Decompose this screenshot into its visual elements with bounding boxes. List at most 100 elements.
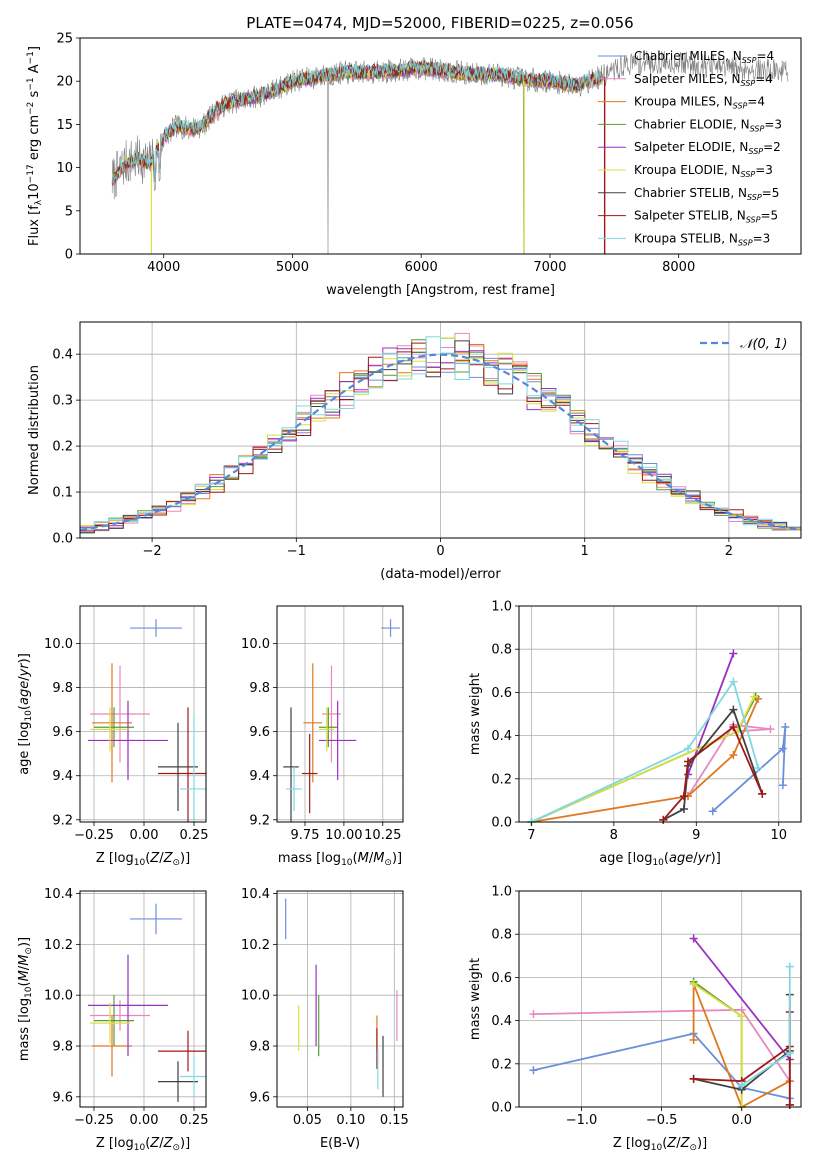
mass-vs-z-x-label-part: ⊙ bbox=[172, 1143, 180, 1153]
spectrum-y-label-part: −17 bbox=[26, 164, 36, 183]
y-tick-label: 0 bbox=[65, 248, 73, 263]
x-tick-label: −0.25 bbox=[74, 1113, 114, 1128]
spectrum-y-label-part: Flux [f bbox=[27, 205, 42, 246]
x-tick-label: 0.00 bbox=[130, 1113, 159, 1128]
weight-vs-age-x-label-part: age [log bbox=[599, 851, 652, 866]
legend-subscript: SSP bbox=[748, 147, 763, 156]
weight-point-marker bbox=[781, 722, 790, 731]
x-tick-label: 0.25 bbox=[180, 828, 209, 843]
x-tick-label: −2 bbox=[143, 544, 162, 559]
legend-label: Kroupa ELODIE, NSSP=3 bbox=[634, 163, 773, 179]
y-tick-label: 9.4 bbox=[52, 769, 73, 784]
y-tick-label: 0.3 bbox=[52, 394, 73, 409]
age-vs-z-x-label-part: Z [log bbox=[96, 851, 134, 866]
legend-model: Kroupa STELIB, N bbox=[634, 231, 738, 245]
mass-vs-z-y-label-part: ⊙ bbox=[24, 947, 34, 955]
weight-vs-age-x-label-part: )] bbox=[711, 851, 721, 866]
gaussian-curve bbox=[80, 353, 801, 531]
legend-subscript: SSP bbox=[746, 216, 761, 225]
legend-model: Chabrier ELODIE, N bbox=[634, 117, 750, 131]
y-tick-label: 9.6 bbox=[249, 725, 270, 740]
weight-vs-age-y-label: mass weight bbox=[468, 673, 483, 755]
age-vs-z-x-label-part: ⊙ bbox=[172, 858, 180, 868]
mass-vs-ebv-x-label: E(B-V) bbox=[320, 1136, 360, 1151]
axes-frame bbox=[276, 605, 404, 823]
weight-vs-z-x-label-part: ( bbox=[662, 1136, 667, 1151]
weight-point-marker bbox=[766, 725, 775, 734]
age-vs-z-chart: −0.25 0.00 0.259.29.49.69.810.0Z [log10(Z/… bbox=[17, 605, 209, 868]
age-vs-mass-x-label-part: )] bbox=[392, 851, 402, 866]
age-vs-mass-x-label-part: ( bbox=[353, 851, 358, 866]
spectrum-y-label: Flux [fλ10−17 erg cm−2 s−1 A−1] bbox=[26, 46, 44, 246]
residuals-plot-area bbox=[80, 332, 801, 536]
weight-point-marker bbox=[684, 744, 693, 753]
y-tick-label: 9.8 bbox=[249, 1040, 270, 1055]
age-vs-z-y-label: age [log10(age/yr)] bbox=[17, 653, 34, 775]
weight-series-line bbox=[687, 723, 771, 797]
mass-vs-z-x-label: Z [log10(Z/Z⊙)] bbox=[96, 1136, 190, 1153]
y-tick-label: 10.4 bbox=[44, 887, 73, 902]
legend-model: Salpeter STELIB, N bbox=[634, 209, 746, 223]
y-tick-label: 0.4 bbox=[52, 348, 73, 363]
y-tick-label: 9.6 bbox=[52, 725, 73, 740]
model-spectrum-line bbox=[111, 60, 602, 182]
mass-vs-z-x-label-part: 10 bbox=[134, 1143, 146, 1153]
y-tick-label: 10.2 bbox=[44, 938, 73, 953]
weight-point-marker bbox=[729, 677, 738, 686]
spectrum-chart: 4000 5000 6000 7000 8000 0 5 10 15 20 25 wavelength… bbox=[26, 32, 802, 298]
weight-point-marker bbox=[679, 792, 688, 801]
y-tick-label: 0.2 bbox=[491, 1057, 512, 1072]
mass-vs-z-y-label-part: mass [log bbox=[17, 998, 32, 1061]
x-tick-label: 1 bbox=[581, 544, 589, 559]
legend-nssp: =4 bbox=[755, 72, 773, 86]
y-tick-label: 0.1 bbox=[52, 486, 73, 501]
y-tick-label: 25 bbox=[56, 32, 73, 47]
legend-subscript: SSP bbox=[750, 124, 765, 133]
age-vs-z-y-label-part: yr bbox=[17, 662, 32, 678]
weight-vs-age-x-label-part: / bbox=[693, 851, 698, 866]
mass-vs-z-x-label-part: Z bbox=[163, 1136, 174, 1151]
y-tick-label: 10 bbox=[56, 161, 73, 176]
y-tick-label: 0.6 bbox=[491, 686, 512, 701]
weight-point-marker bbox=[737, 1012, 746, 1021]
axes-frame bbox=[79, 890, 207, 1108]
weight-point-marker bbox=[785, 1049, 794, 1057]
y-tick-label: 9.6 bbox=[52, 1090, 73, 1105]
mass-vs-ebv-plot-area bbox=[285, 898, 398, 1097]
weight-series-line bbox=[712, 726, 787, 812]
weight-vs-z-x-label-part: Z bbox=[666, 1136, 677, 1151]
spectrum-y-label-part: −1 bbox=[26, 77, 36, 90]
weight-point-marker bbox=[729, 751, 738, 760]
axes-frame bbox=[79, 605, 207, 823]
age-vs-mass-x-label-part: 10 bbox=[341, 858, 353, 868]
x-tick-label: 0.15 bbox=[380, 1113, 409, 1128]
age-vs-z-y-label-part: age [log bbox=[17, 722, 32, 775]
legend-nssp: =5 bbox=[762, 186, 780, 200]
weight-point-marker bbox=[659, 815, 668, 824]
legend-label: Chabrier MILES, NSSP=4 bbox=[634, 49, 774, 65]
mass-vs-z-x-label-part: )] bbox=[180, 1136, 190, 1151]
weight-vs-z-x-label-part: Z [log bbox=[613, 1136, 651, 1151]
spectrum-y-label-part: −2 bbox=[26, 102, 36, 115]
weight-vs-z-x-label: Z [log10(Z/Z⊙)] bbox=[613, 1136, 707, 1153]
age-vs-z-x-label-part: ( bbox=[145, 851, 150, 866]
weight-vs-age-x-label-part: age bbox=[669, 851, 693, 866]
x-tick-label: 8000 bbox=[662, 260, 695, 275]
x-tick-label: 5000 bbox=[276, 260, 309, 275]
weight-point-marker bbox=[778, 781, 787, 790]
age-vs-z-y-label-part: ( bbox=[17, 705, 32, 710]
y-tick-label: 0.8 bbox=[491, 928, 512, 943]
weight-vs-z-x-label-part: ⊙ bbox=[689, 1143, 697, 1153]
spectrum-y-label-part: A bbox=[27, 64, 42, 77]
mass-vs-z-y-label-part: ( bbox=[17, 981, 32, 986]
y-tick-label: 0.6 bbox=[491, 971, 512, 986]
spectrum-x-label: wavelength [Angstrom, rest frame] bbox=[326, 283, 555, 298]
legend-label: Kroupa MILES, NSSP=4 bbox=[634, 95, 765, 111]
weight-point-marker bbox=[708, 807, 717, 816]
residuals-y-label: Normed distribution bbox=[27, 365, 42, 495]
legend-label: Chabrier ELODIE, NSSP=3 bbox=[634, 117, 782, 133]
weight-point-marker bbox=[737, 1081, 746, 1090]
age-vs-mass-x-label: mass [log10(M/M⊙)] bbox=[278, 851, 402, 868]
y-tick-label: 9.6 bbox=[249, 1090, 270, 1105]
